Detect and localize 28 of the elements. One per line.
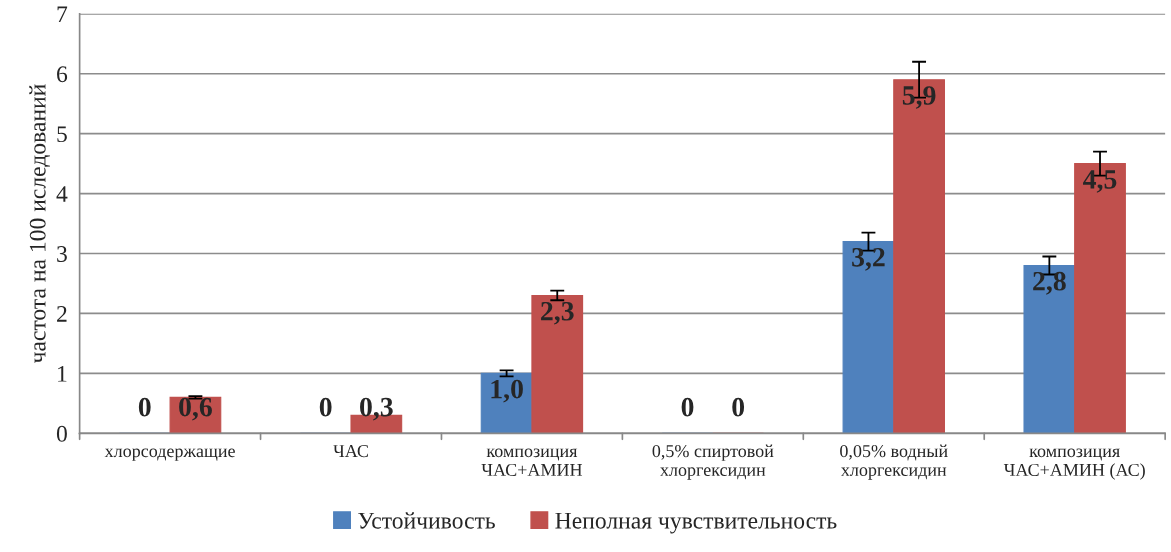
data-label: 3,2 xyxy=(852,247,885,271)
legend-label: Неполная чувствительность xyxy=(555,512,837,534)
x-tick-label: композиция ЧАС+АМИН xyxy=(481,448,583,477)
data-label: 2,3 xyxy=(541,301,574,325)
data-label: 0,6 xyxy=(179,397,212,421)
data-label: 0 xyxy=(138,397,151,417)
y-tick-label: 4 xyxy=(56,186,68,202)
y-axis-title: частота на 100 иследований xyxy=(29,84,50,364)
data-label: 1,0 xyxy=(491,379,523,403)
data-label: 5,9 xyxy=(902,86,936,109)
data-label: 0 xyxy=(681,397,694,417)
x-tick-label: 0,5% спиртовой хлоргексидин xyxy=(652,444,774,480)
data-label: 0 xyxy=(319,397,332,417)
x-tick-label: ЧАС xyxy=(333,445,368,458)
y-tick-label: 0 xyxy=(56,425,67,442)
legend-label: Устойчивость xyxy=(358,512,495,529)
y-tick-label: 2 xyxy=(57,306,67,322)
x-tick-label: композиция ЧАС+АМИН (АС) xyxy=(1003,448,1145,480)
y-tick-label: 5 xyxy=(57,126,67,143)
data-label: 0 xyxy=(732,397,745,417)
y-tick-label: 1 xyxy=(58,365,67,382)
y-tick-label: 3 xyxy=(57,246,67,262)
y-tick-label: 6 xyxy=(57,66,68,83)
data-label: 2,8 xyxy=(1033,271,1066,295)
data-label: 4,5 xyxy=(1083,170,1117,193)
y-tick-label: 7 xyxy=(57,6,68,22)
x-tick-label: хлорсодержащие xyxy=(104,448,235,461)
x-tick-label: 0,05% водный хлоргексидин xyxy=(840,444,948,480)
